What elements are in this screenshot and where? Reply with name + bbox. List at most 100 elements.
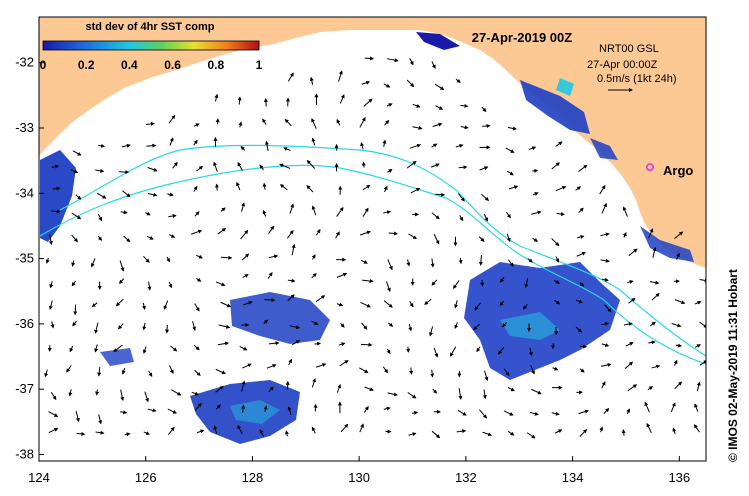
- current-vector-arrow-icon: [646, 422, 652, 434]
- current-vector-arrow-icon: [555, 141, 563, 147]
- current-vector-arrow-icon: [71, 260, 76, 267]
- current-vector-arrow-icon: [649, 280, 660, 285]
- current-vector-arrow-icon: [289, 325, 301, 330]
- current-vector-arrow-icon: [48, 411, 59, 417]
- colorbar-tick-label: 0.2: [78, 58, 95, 72]
- current-vector-arrow-icon: [241, 380, 246, 392]
- current-vector-arrow-icon: [120, 389, 125, 402]
- current-vector-arrow-icon: [410, 187, 421, 194]
- current-vector-arrow-icon: [529, 411, 539, 416]
- current-vector-arrow-icon: [283, 147, 291, 151]
- current-vector-arrow-icon: [430, 369, 435, 378]
- current-vector-arrow-icon: [599, 426, 604, 433]
- current-vector-arrow-icon: [360, 230, 371, 236]
- current-vector-arrow-icon: [458, 388, 463, 400]
- current-vector-arrow-icon: [409, 143, 422, 149]
- current-vector-arrow-icon: [48, 300, 53, 310]
- current-vector-arrow-icon: [696, 381, 701, 392]
- current-vector-arrow-icon: [306, 185, 314, 193]
- current-vector-arrow-icon: [551, 411, 560, 416]
- current-vector-arrow-icon: [119, 260, 125, 272]
- current-vector-arrow-icon: [97, 235, 102, 241]
- current-vector-arrow-icon: [460, 125, 469, 130]
- current-vector-arrow-icon: [71, 212, 82, 220]
- current-vector-arrow-icon: [193, 185, 198, 192]
- current-vector-arrow-icon: [555, 185, 567, 192]
- current-vector-arrow-icon: [75, 194, 82, 200]
- current-vector-arrow-icon: [122, 190, 131, 198]
- current-vector-arrow-icon: [383, 210, 391, 215]
- current-vector-arrow-icon: [507, 387, 515, 392]
- current-vector-arrow-icon: [386, 58, 399, 63]
- lat-tick-label: -37: [15, 381, 34, 396]
- current-vector-arrow-icon: [552, 366, 559, 371]
- current-vector-arrow-icon: [168, 281, 173, 289]
- current-vector-arrow-icon: [650, 321, 656, 327]
- colorbar-gradient: [42, 40, 260, 51]
- current-vector-arrow-icon: [311, 254, 316, 260]
- current-vector-arrow-icon: [215, 368, 226, 375]
- current-vector-arrow-icon: [213, 425, 218, 434]
- current-vector-arrow-icon: [215, 404, 222, 410]
- current-vector-arrow-icon: [217, 341, 230, 346]
- current-vector-arrow-icon: [214, 93, 219, 102]
- current-vector-arrow-icon: [499, 300, 505, 307]
- current-vector-arrow-icon: [268, 254, 279, 259]
- current-vector-arrow-icon: [73, 304, 78, 316]
- current-vector-arrow-icon: [478, 409, 488, 419]
- current-vector-arrow-icon: [599, 184, 606, 195]
- current-vector-arrow-icon: [168, 114, 176, 124]
- current-vector-arrow-icon: [579, 368, 585, 373]
- current-vector-arrow-icon: [412, 125, 423, 130]
- current-vector-arrow-icon: [263, 319, 269, 325]
- current-vector-arrow-icon: [507, 126, 517, 131]
- current-vector-arrow-icon: [237, 162, 243, 171]
- current-vector-arrow-icon: [432, 122, 443, 127]
- current-vector-arrow-icon: [435, 105, 444, 110]
- current-vector-arrow-icon: [454, 300, 459, 309]
- current-vector-arrow-icon: [600, 362, 612, 367]
- current-vector-arrow-icon: [577, 234, 585, 239]
- current-vector-arrow-icon: [553, 279, 560, 284]
- current-vector-arrow-icon: [70, 169, 79, 174]
- current-vector-arrow-icon: [118, 278, 125, 284]
- legend-line-1: NRT00 GSL: [599, 43, 659, 55]
- current-vector-arrow-icon: [360, 142, 365, 150]
- current-vector-arrow-icon: [527, 258, 533, 263]
- current-vector-arrow-icon: [674, 381, 683, 390]
- current-vector-arrow-icon: [621, 429, 626, 436]
- current-vector-arrow-icon: [123, 235, 131, 243]
- current-vector-arrow-icon: [238, 121, 243, 128]
- current-vector-arrow-icon: [406, 79, 415, 88]
- current-vector-arrow-icon: [95, 430, 105, 435]
- current-vector-arrow-icon: [435, 192, 446, 197]
- current-vector-arrow-icon: [120, 410, 128, 415]
- current-vector-arrow-icon: [434, 83, 445, 90]
- current-vector-arrow-icon: [651, 364, 661, 369]
- current-vector-arrow-icon: [430, 163, 440, 168]
- current-vector-arrow-icon: [311, 320, 319, 326]
- current-vector-arrow-icon: [409, 367, 414, 375]
- lat-axis: -32 -33 -34 -35 -36 -37 -38: [15, 55, 44, 461]
- current-vector-arrow-icon: [360, 342, 373, 347]
- current-vector-arrow-icon: [482, 124, 491, 129]
- current-vector-arrow-icon: [360, 301, 371, 308]
- current-vector-arrow-icon: [95, 168, 105, 173]
- current-vector-arrow-icon: [383, 83, 391, 88]
- current-vector-arrow-icon: [291, 340, 301, 346]
- legend-line-2: 27-Apr 00:00Z: [587, 59, 658, 71]
- current-vector-arrow-icon: [694, 300, 702, 305]
- current-vector-arrow-icon: [386, 281, 391, 292]
- current-vector-arrow-icon: [168, 234, 176, 238]
- current-vector-arrow-icon: [215, 385, 224, 393]
- current-vector-arrow-icon: [142, 302, 146, 310]
- current-vector-arrow-icon: [237, 424, 243, 435]
- current-vector-arrow-icon: [551, 238, 560, 247]
- current-vector-arrow-icon: [338, 70, 343, 82]
- current-vector-arrow-icon: [338, 342, 346, 347]
- current-vector-arrow-icon: [240, 229, 249, 240]
- current-vector-arrow-icon: [409, 301, 414, 308]
- current-vector-arrow-icon: [287, 406, 292, 416]
- current-vector-arrow-icon: [458, 165, 468, 170]
- current-vector-arrow-icon: [279, 184, 288, 191]
